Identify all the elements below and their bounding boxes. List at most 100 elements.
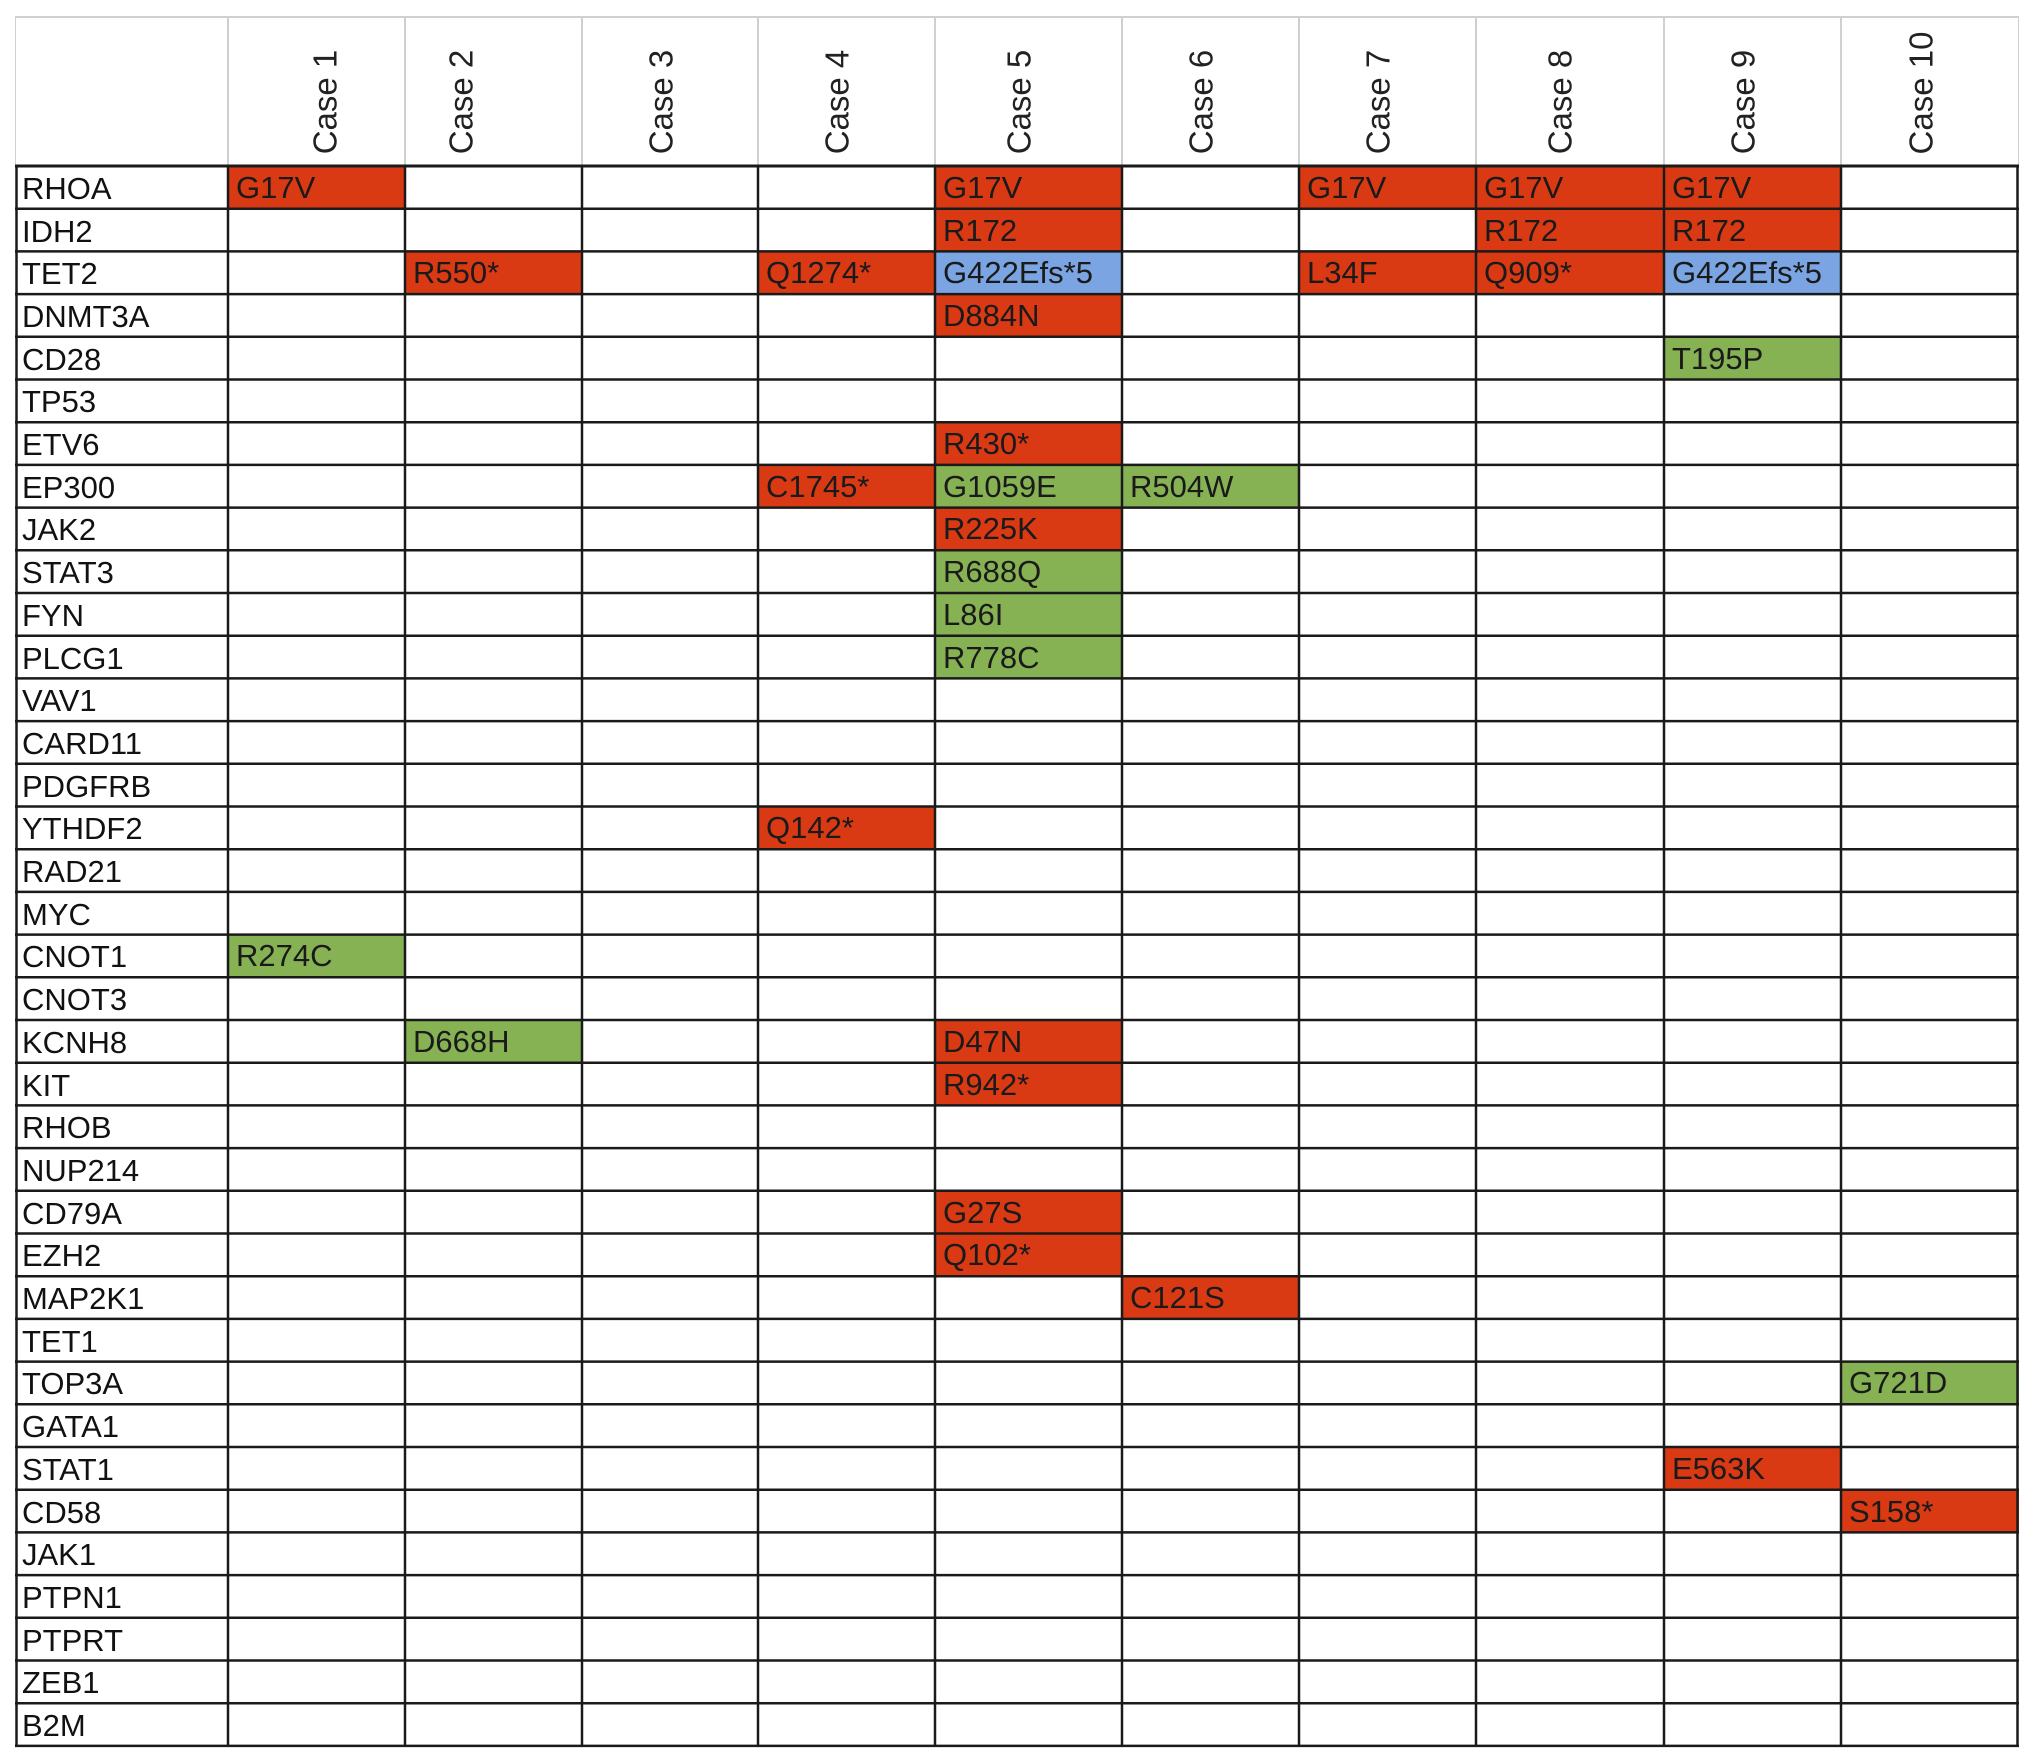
column-header-label: Case 8	[1541, 49, 1579, 154]
mutation-cell-fill	[935, 1233, 1122, 1277]
gene-label: GATA1	[22, 1409, 120, 1445]
mutation-label: G422Efs*5	[1672, 255, 1822, 291]
gene-label: EZH2	[22, 1238, 102, 1274]
gene-label: CD28	[22, 341, 102, 377]
mutation-cell-fill	[935, 507, 1122, 551]
mutation-cell-fill	[935, 593, 1122, 636]
mutation-label: G17V	[1307, 169, 1387, 205]
mutation-label: G17V	[943, 169, 1023, 205]
gene-label: FYN	[22, 597, 84, 633]
mutation-cell-fill	[228, 166, 405, 209]
mutation-label: Q909*	[1484, 255, 1572, 291]
mutation-label: L34F	[1307, 255, 1378, 291]
gene-label: TP53	[22, 384, 97, 420]
mutation-cell-fill	[758, 251, 935, 295]
gene-label: EP300	[22, 469, 116, 505]
mutation-label: G17V	[236, 169, 316, 205]
mutation-cell-fill	[405, 1020, 582, 1063]
mutation-label: G721D	[1849, 1365, 1948, 1401]
column-header-label: Case 9	[1724, 49, 1762, 154]
mutation-label: D668H	[413, 1023, 510, 1059]
mutation-cell-fill	[1299, 166, 1476, 209]
mutation-label: R172	[1484, 212, 1559, 248]
gene-label: PLCG1	[22, 640, 124, 676]
mutation-cell-fill	[935, 550, 1122, 593]
gene-label: TOP3A	[22, 1366, 124, 1402]
gene-label: RHOA	[22, 170, 112, 206]
mutation-cell-fill	[935, 251, 1122, 295]
mutation-label: Q1274*	[766, 255, 872, 291]
column-header-label: Case 3	[641, 49, 679, 154]
mutation-label: R172	[943, 212, 1018, 248]
mutation-cell-fill	[758, 464, 935, 508]
mutation-cell-fill	[935, 208, 1122, 252]
gene-label: ETV6	[22, 427, 100, 463]
gene-label: RAD21	[22, 854, 122, 890]
column-header: Case 4	[758, 16, 935, 166]
mutation-cell-fill	[405, 251, 582, 295]
mutation-cell-fill	[758, 806, 935, 850]
mutation-label: R778C	[943, 639, 1040, 675]
column-header: Case 3	[582, 16, 758, 166]
gene-label: KIT	[22, 1067, 71, 1103]
gene-label: ZEB1	[22, 1665, 100, 1701]
mutation-label: L86I	[943, 596, 1004, 632]
gene-label: JAK1	[22, 1537, 97, 1573]
gene-label: CD79A	[22, 1195, 122, 1231]
column-header: Case 1	[228, 16, 405, 166]
gene-label: CARD11	[22, 725, 143, 761]
gene-label: NUP214	[22, 1152, 140, 1188]
column-header: Case 7	[1299, 16, 1476, 166]
mutation-cell-fill	[1476, 208, 1664, 252]
mutation-label: S158*	[1849, 1493, 1934, 1529]
column-header: Case 2	[405, 16, 582, 166]
mutation-cell-fill	[935, 166, 1122, 209]
gene-label: CNOT1	[22, 939, 128, 975]
gene-label: MYC	[22, 896, 91, 932]
mutation-label: R504W	[1130, 468, 1234, 504]
column-header-label: Case 4	[818, 49, 856, 154]
mutation-cell-fill	[1841, 1361, 2019, 1405]
gene-label: TET2	[22, 256, 98, 292]
mutation-label: C121S	[1130, 1280, 1225, 1316]
column-header-label: Case 7	[1359, 49, 1397, 154]
mutation-cell-fill	[935, 422, 1122, 465]
mutation-label: C1745*	[766, 468, 870, 504]
mutation-cell-fill	[1664, 1447, 1841, 1490]
mutation-cell-fill	[935, 464, 1122, 508]
mutation-label: Q102*	[943, 1237, 1031, 1273]
column-header-label: Case 1	[306, 49, 344, 154]
mutation-label: G17V	[1484, 169, 1564, 205]
column-header-label: Case 5	[999, 49, 1037, 154]
mutation-cell-fill	[935, 1062, 1122, 1106]
gene-label: PTPN1	[22, 1579, 122, 1615]
mutation-label: R550*	[413, 255, 500, 291]
mutation-label: Q142*	[766, 810, 854, 846]
mutation-cell-fill	[1122, 464, 1299, 508]
gene-label: PTPRT	[22, 1622, 124, 1658]
gene-label: STAT1	[22, 1451, 114, 1487]
mutation-label: R225K	[943, 511, 1038, 547]
mutation-cell-fill	[935, 1190, 1122, 1234]
gene-label: B2M	[22, 1708, 86, 1744]
mutation-cell-fill	[1841, 1489, 2019, 1533]
mutation-label: G1059E	[943, 468, 1057, 504]
gene-label: PDGFRB	[22, 768, 152, 804]
mutation-cell-fill	[1122, 1276, 1299, 1319]
mutation-cell-fill	[1299, 251, 1476, 295]
gene-label: YTHDF2	[22, 811, 143, 847]
gene-label: IDH2	[22, 213, 93, 249]
gene-label: CNOT3	[22, 982, 128, 1018]
column-header-label: Case 2	[442, 49, 480, 154]
gene-label: TET1	[22, 1323, 98, 1359]
gene-label: VAV1	[22, 683, 97, 719]
gene-label: CD58	[22, 1494, 102, 1530]
mutation-label: R274C	[236, 938, 333, 974]
column-header: Case 8	[1476, 16, 1664, 166]
table-gridlines	[15, 16, 2019, 1748]
column-header-label: Case 10	[1902, 31, 1940, 154]
mutation-label: D47N	[943, 1023, 1023, 1059]
mutation-label: G422Efs*5	[943, 255, 1093, 291]
mutation-cell-fill	[1664, 336, 1841, 380]
mutation-cell-fill	[228, 934, 405, 978]
